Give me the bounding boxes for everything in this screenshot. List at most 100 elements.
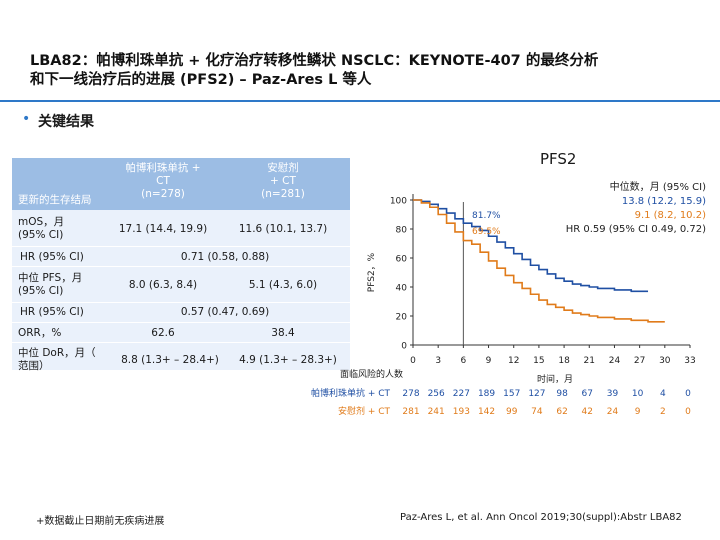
table-cell-hr-pfs: 0.57 (0.47, 0.69) [180,306,270,318]
risk-count: 157 [503,389,520,399]
risk-count: 99 [506,407,518,417]
legend-placebo-median: 9.1 (8.2, 10.2) [635,210,707,221]
risk-count: 74 [531,407,543,417]
table-cell-orr-placebo: 38.4 [271,327,295,339]
placebo-ct-curve [413,199,665,323]
risk-count: 62 [556,407,567,417]
slide-title: LBA82：帕博利珠单抗 + 化疗治疗转移性鳞状 NSCLC：KEYNOTE-4… [30,52,710,90]
y-axis-label: PFS2，% [367,252,377,292]
x-tick-label: 9 [486,356,492,366]
risk-count: 256 [428,389,445,399]
col2-header-line2: + CT [270,175,296,187]
table-row-divider [12,266,350,267]
table-row-divider [12,342,350,343]
risk-count: 10 [632,389,644,399]
bullet-icon: • [22,111,31,127]
col2-header-line1: 安慰剂 [267,162,299,174]
col1-header-line2: CT [156,175,170,187]
table-cell-pfs-placebo: 5.1 (4.3, 6.0) [248,279,318,291]
table-col1-header: 帕博利珠单抗 + CT (n=278) [108,162,218,201]
risk-count: 227 [453,389,470,399]
table-col2-header: 安慰剂 + CT (n=281) [228,162,338,201]
col1-header-line1: 帕博利珠单抗 + [125,162,201,174]
title-line-2: 和下一线治疗后的进展 (PFS2) – Paz-Ares L 等人 [30,72,372,88]
row-label-line: 中位 PFS，月 [18,272,83,284]
x-tick-label: 0 [410,356,416,366]
risk-count: 278 [402,389,419,399]
chart-title: PFS2 [540,150,577,168]
y-tick-label: 0 [401,342,407,352]
y-tick-label: 40 [396,284,408,294]
x-tick-label: 6 [460,356,466,366]
y-tick-label: 20 [396,313,408,323]
table-col0-header: 更新的生存结局 [18,194,92,206]
col1-header-line3: (n=278) [141,188,185,200]
risk-count: 127 [528,389,545,399]
footnote: +数据截止日期前无疾病进展 [36,516,165,527]
risk-count: 67 [582,389,593,399]
x-tick-label: 12 [508,356,519,366]
row-label-line: mOS，月 [18,216,65,228]
x-tick-label: 27 [634,356,645,366]
pembro-ct-curve [413,199,649,293]
table-row-divider [12,322,350,323]
risk-count: 39 [607,389,619,399]
y-tick-label: 80 [396,226,408,236]
table-cell-dor-pembro: 8.8 (1.3+ – 28.4+) [121,354,219,366]
risk-count: 281 [402,407,419,417]
risk-count: 189 [478,389,495,399]
risk-count: 24 [607,407,619,417]
y-tick-label: 60 [396,255,408,265]
row-label-line: (95% CI) [18,285,64,297]
results-table-header [12,158,350,210]
risk-count: 193 [453,407,470,417]
x-tick-label: 21 [584,356,595,366]
table-cell-pfs-pembro: 8.0 (6.3, 8.4) [128,279,198,291]
risk-table-label: 面临风险的人数 [340,368,403,380]
table-cell-dor-placebo: 4.9 (1.3+ – 28.3+) [239,354,337,366]
annotation-placebo-6mo: 69.5% [472,227,501,237]
table-row-label-mos: mOS，月 (95% CI) [18,216,64,242]
risk-row-label: 帕博利珠单抗 + CT [311,387,391,399]
x-tick-label: 24 [609,356,621,366]
table-cell-mos-pembro: 17.1 (14.4, 19.9) [118,223,208,235]
risk-count: 9 [635,407,641,417]
annotation-pembro-6mo: 81.7% [472,211,501,221]
title-divider [0,100,720,102]
table-cell-mos-placebo: 11.6 (10.1, 13.7) [238,223,328,235]
table-row-label-hr-os: HR (95% CI) [20,251,84,263]
table-row-divider [12,246,350,247]
table-row-label-orr: ORR，% [18,327,62,339]
risk-count: 98 [556,389,568,399]
table-row-label-dor: 中位 DoR，月（ 范围） [18,347,96,373]
x-tick-label: 3 [435,356,441,366]
y-tick-label: 100 [390,197,407,207]
col2-header-line3: (n=281) [261,188,305,200]
row-label-line: 中位 DoR，月（ [18,347,96,359]
table-cell-orr-pembro: 62.6 [151,327,175,339]
risk-row-label: 安慰剂 + CT [338,405,391,417]
row-label-line: (95% CI) [18,229,64,241]
row-label-line: 范围） [18,360,50,372]
table-row-divider [12,302,350,303]
legend-header: 中位数，月 (95% CI) [610,180,706,193]
legend-hazard-ratio: HR 0.59 (95% CI 0.49, 0.72) [566,224,706,235]
risk-count: 4 [660,389,666,399]
risk-count: 0 [685,407,691,417]
title-line-1: LBA82：帕博利珠单抗 + 化疗治疗转移性鳞状 NSCLC：KEYNOTE-4… [30,53,599,69]
x-axis-label: 时间，月 [537,373,573,385]
legend-pembro-median: 13.8 (12.2, 15.9) [622,196,706,207]
risk-count: 0 [685,389,691,399]
table-row-label-hr-pfs: HR (95% CI) [20,306,84,318]
section-heading: 关键结果 [38,114,94,130]
risk-count: 42 [582,407,593,417]
risk-count: 241 [428,407,445,417]
table-cell-hr-os: 0.71 (0.58, 0.88) [180,251,270,263]
x-tick-label: 18 [558,356,570,366]
x-tick-label: 30 [659,356,671,366]
x-tick-label: 15 [533,356,544,366]
table-row-label-pfs: 中位 PFS，月 (95% CI) [18,272,82,298]
citation: Paz-Ares L, et al. Ann Oncol 2019;30(sup… [400,512,682,523]
risk-count: 2 [660,407,666,417]
